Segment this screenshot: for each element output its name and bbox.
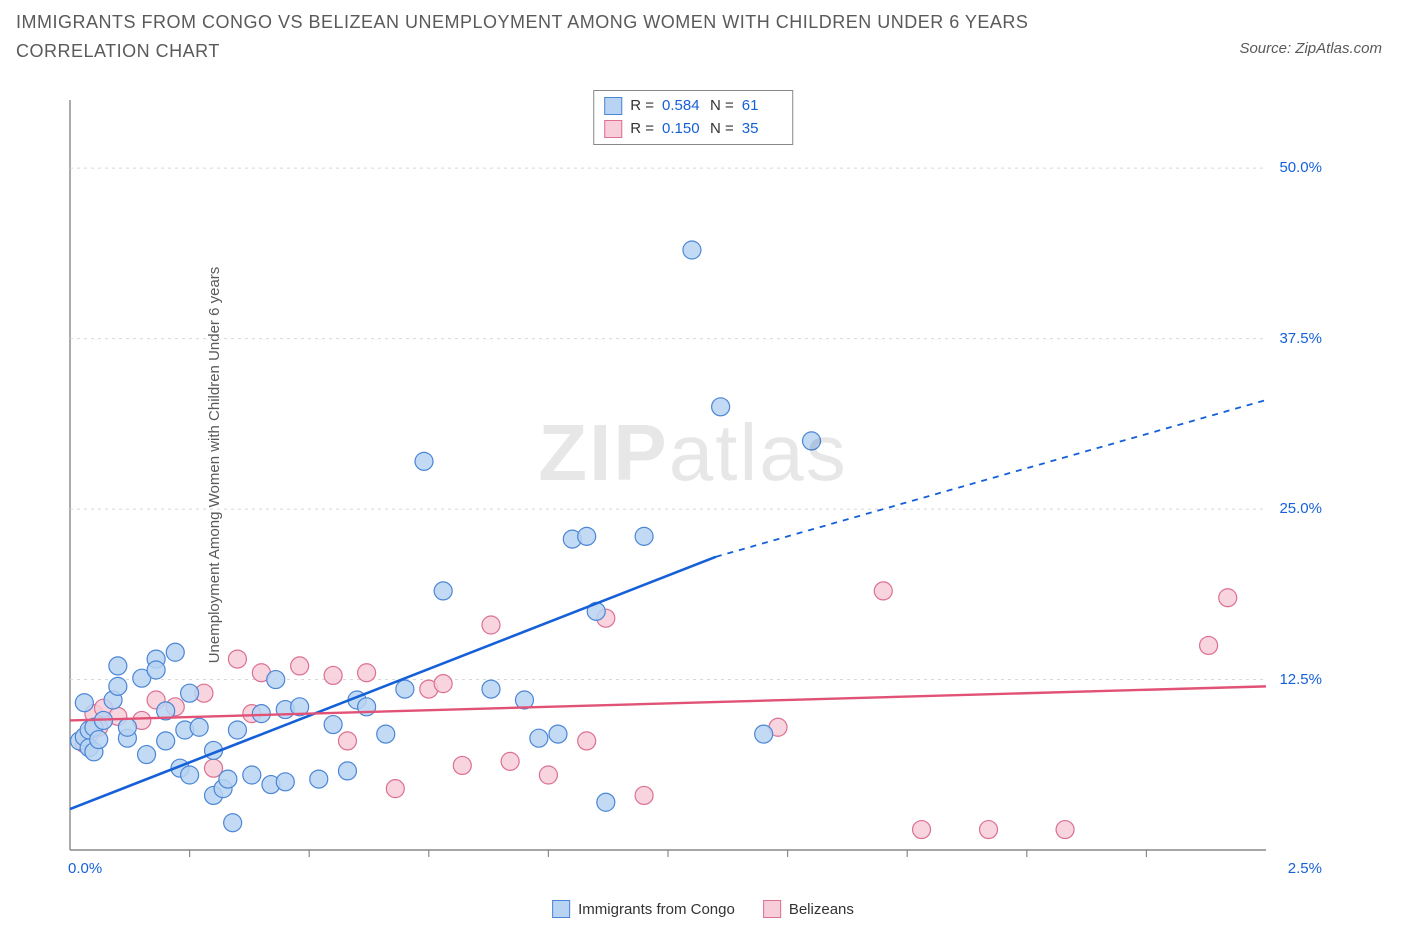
legend-row-congo: R = 0.584 N = 61 <box>604 95 782 118</box>
y-tick-label: 12.5% <box>1279 671 1322 688</box>
swatch-congo-icon <box>552 900 570 918</box>
n-label: N = <box>710 118 734 141</box>
r-label: R = <box>630 95 654 118</box>
n-value-belize: 35 <box>742 118 782 141</box>
r-value-belize: 0.150 <box>662 118 702 141</box>
swatch-congo <box>604 97 622 115</box>
n-value-congo: 61 <box>742 95 782 118</box>
legend-label-congo: Immigrants from Congo <box>578 901 735 918</box>
series-legend: Immigrants from Congo Belizeans <box>552 900 854 918</box>
r-value-congo: 0.584 <box>662 95 702 118</box>
y-tick-label: 25.0% <box>1279 500 1322 517</box>
x-axis-left-label: 0.0% <box>68 860 102 877</box>
chart-title: IMMIGRANTS FROM CONGO VS BELIZEAN UNEMPL… <box>16 8 1116 66</box>
legend-item-belize: Belizeans <box>763 900 854 918</box>
x-axis-right-label: 2.5% <box>1288 860 1322 877</box>
n-label: N = <box>710 95 734 118</box>
r-label: R = <box>630 118 654 141</box>
swatch-belize <box>604 120 622 138</box>
y-tick-label: 50.0% <box>1279 159 1322 176</box>
source-attribution: Source: ZipAtlas.com <box>1239 40 1382 57</box>
swatch-belize-icon <box>763 900 781 918</box>
scatter-plot-svg <box>60 90 1326 880</box>
y-tick-label: 37.5% <box>1279 330 1322 347</box>
legend-label-belize: Belizeans <box>789 901 854 918</box>
chart-area: ZIPatlas R = 0.584 N = 61 R = 0.150 N = … <box>60 90 1326 880</box>
correlation-legend: R = 0.584 N = 61 R = 0.150 N = 35 <box>593 90 793 145</box>
legend-row-belize: R = 0.150 N = 35 <box>604 118 782 141</box>
legend-item-congo: Immigrants from Congo <box>552 900 735 918</box>
